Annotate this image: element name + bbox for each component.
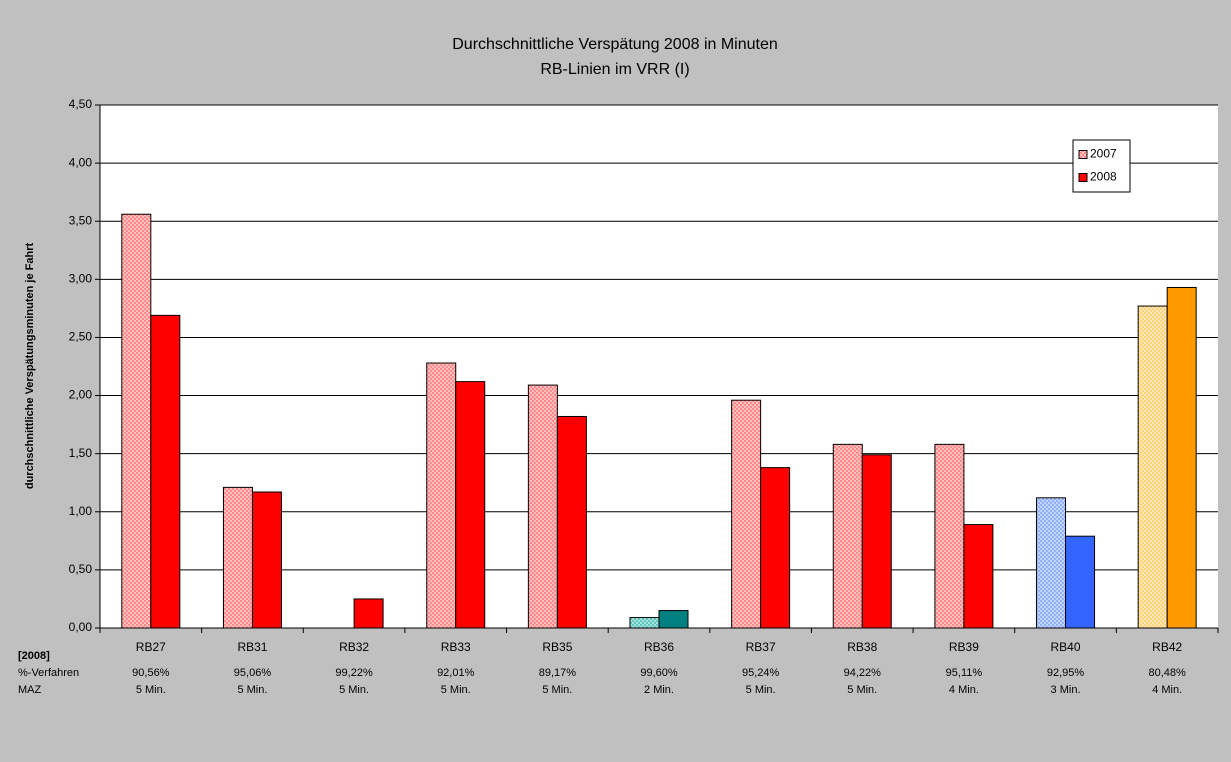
bar — [426, 362, 457, 629]
bar — [1036, 497, 1067, 629]
bar — [861, 454, 892, 629]
legend-swatch — [1078, 150, 1088, 159]
bar — [658, 610, 689, 629]
bar — [760, 467, 791, 629]
y-tick-label: 4,50 — [69, 97, 93, 111]
y-tick-label: 3,50 — [69, 213, 93, 227]
bar — [963, 524, 994, 629]
table-cell: 4 Min. — [949, 684, 979, 696]
bar — [353, 598, 384, 629]
x-tick-label: RB32 — [339, 640, 369, 654]
plot-area — [100, 105, 1218, 628]
table-cell: 5 Min. — [847, 684, 877, 696]
x-tick-label: RB35 — [542, 640, 572, 654]
legend-box — [1072, 139, 1131, 193]
x-tick-label: RB31 — [237, 640, 267, 654]
table-row-label: MAZ — [18, 684, 42, 696]
bar — [150, 314, 181, 629]
table-cell: 5 Min. — [441, 684, 471, 696]
y-tick-label: 3,00 — [69, 272, 93, 286]
x-tick-label: RB40 — [1051, 640, 1081, 654]
bar — [121, 213, 152, 629]
legend-label: 2007 — [1090, 147, 1117, 161]
x-tick-label: RB36 — [644, 640, 674, 654]
y-tick-label: 4,00 — [69, 155, 93, 169]
bar — [832, 443, 863, 629]
table-cell: 89,17% — [539, 667, 577, 679]
table-cell: 95,24% — [742, 667, 780, 679]
x-tick-label: RB38 — [847, 640, 877, 654]
table-cell: 95,11% — [946, 667, 983, 679]
table-cell: 95,06% — [234, 667, 272, 679]
bar — [1065, 535, 1096, 629]
table-cell: 80,48% — [1149, 667, 1187, 679]
y-tick-label: 1,00 — [69, 504, 93, 518]
x-tick-label: RB39 — [949, 640, 979, 654]
bar — [222, 486, 253, 629]
bar — [629, 617, 660, 629]
x-tick-label: RB42 — [1152, 640, 1182, 654]
bar — [1137, 305, 1168, 629]
bar — [556, 415, 587, 629]
bar — [527, 384, 558, 629]
legend-swatch — [1078, 173, 1088, 182]
y-tick-label: 0,00 — [69, 620, 93, 634]
table-cell: 90,56% — [132, 667, 170, 679]
x-tick-label: RB37 — [746, 640, 776, 654]
table-cell: 92,01% — [437, 667, 475, 679]
bar — [731, 399, 762, 629]
y-tick-label: 1,50 — [69, 446, 93, 460]
table-row-label: %-Verfahren — [18, 667, 79, 679]
table-header: [2008] — [18, 650, 50, 662]
chart-title: Durchschnittliche Verspätung 2008 in Min… — [452, 36, 778, 53]
table-cell: 94,22% — [844, 667, 882, 679]
bar — [934, 443, 965, 629]
table-cell: 5 Min. — [542, 684, 572, 696]
table-cell: 92,95% — [1047, 667, 1085, 679]
chart-subtitle: RB-Linien im VRR (I) — [540, 61, 689, 78]
bar — [1166, 286, 1197, 629]
table-cell: 5 Min. — [136, 684, 166, 696]
y-tick-label: 0,50 — [69, 562, 93, 576]
y-tick-label: 2,00 — [69, 388, 93, 402]
bar — [251, 491, 282, 629]
table-cell: 99,22% — [335, 667, 373, 679]
table-cell: 5 Min. — [339, 684, 369, 696]
y-axis-label: durchschnittliche Verspätungsminuten je … — [24, 243, 36, 490]
table-cell: 3 Min. — [1051, 684, 1081, 696]
x-tick-label: RB27 — [136, 640, 166, 654]
table-cell: 2 Min. — [644, 684, 674, 696]
table-cell: 99,60% — [640, 667, 678, 679]
table-cell: 5 Min. — [237, 684, 267, 696]
x-tick-label: RB33 — [441, 640, 471, 654]
y-tick-label: 2,50 — [69, 330, 93, 344]
table-cell: 4 Min. — [1152, 684, 1182, 696]
table-cell: 5 Min. — [746, 684, 776, 696]
bar — [455, 381, 486, 629]
legend-label: 2008 — [1090, 170, 1117, 184]
